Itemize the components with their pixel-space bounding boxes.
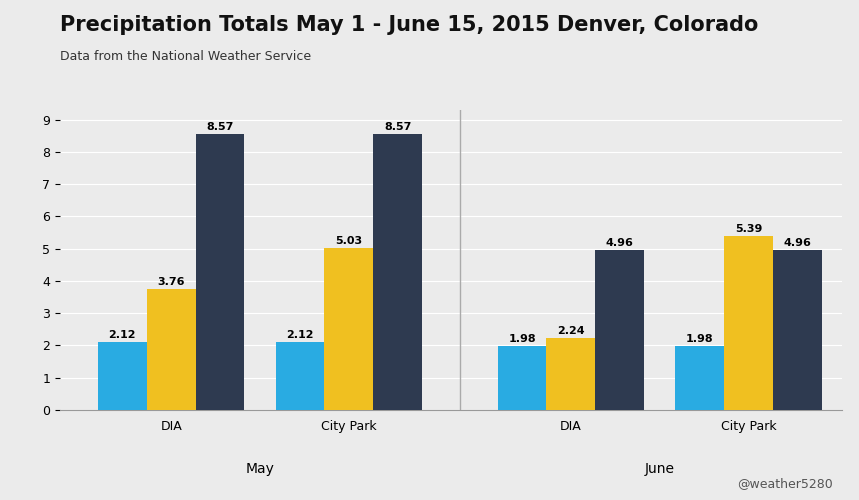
Text: June: June	[645, 462, 674, 475]
Bar	[595, 250, 644, 410]
Text: 2.12: 2.12	[108, 330, 136, 340]
Text: May: May	[246, 462, 274, 475]
Bar	[546, 338, 595, 410]
Text: @weather5280: @weather5280	[738, 477, 833, 490]
Text: 1.98: 1.98	[509, 334, 536, 344]
Bar	[497, 346, 546, 410]
Text: 3.76: 3.76	[157, 277, 185, 287]
Bar	[147, 288, 196, 410]
Text: 4.96: 4.96	[606, 238, 634, 248]
Text: 5.03: 5.03	[335, 236, 362, 246]
Bar	[325, 248, 374, 410]
Bar	[773, 250, 822, 410]
Bar	[98, 342, 147, 410]
Text: 5.39: 5.39	[734, 224, 762, 234]
Text: 4.96: 4.96	[783, 238, 812, 248]
Text: 8.57: 8.57	[206, 122, 234, 132]
Bar	[374, 134, 422, 410]
Bar	[675, 346, 724, 410]
Text: Data from the National Weather Service: Data from the National Weather Service	[60, 50, 311, 63]
Text: Precipitation Totals May 1 - June 15, 2015 Denver, Colorado: Precipitation Totals May 1 - June 15, 20…	[60, 15, 758, 35]
Text: 1.98: 1.98	[685, 334, 714, 344]
Bar	[276, 342, 325, 410]
Text: 2.12: 2.12	[286, 330, 314, 340]
Bar	[724, 236, 773, 410]
Text: 8.57: 8.57	[384, 122, 411, 132]
Bar	[196, 134, 245, 410]
Text: 2.24: 2.24	[557, 326, 585, 336]
